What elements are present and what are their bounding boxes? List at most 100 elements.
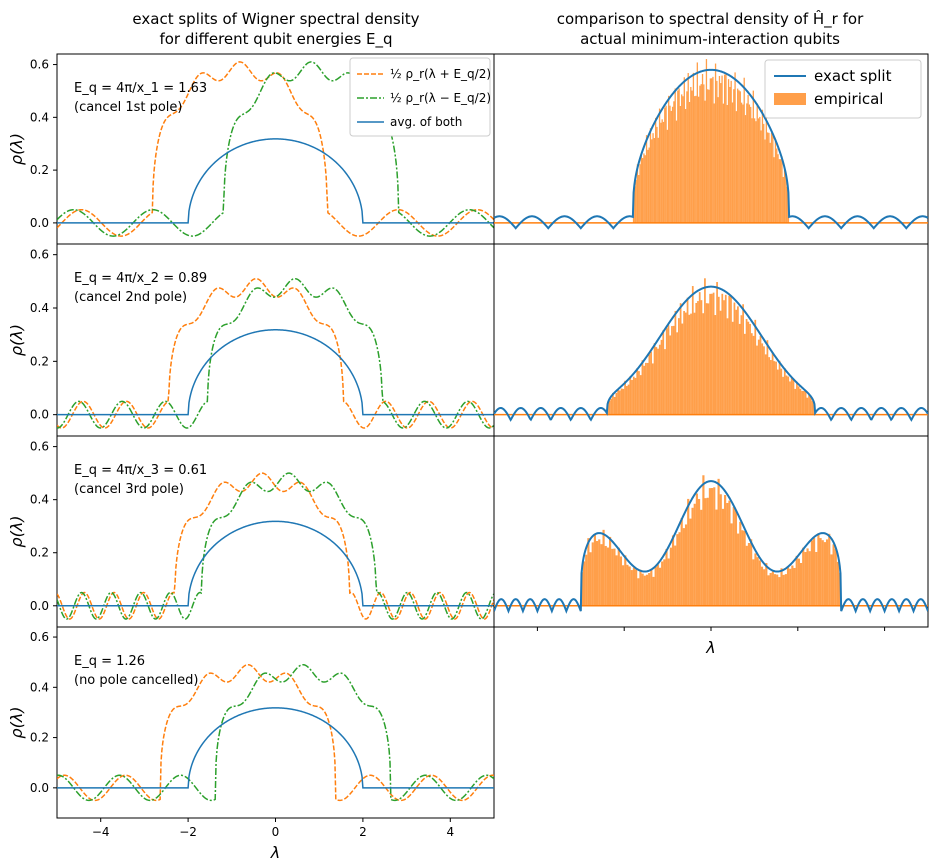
hist-bar bbox=[730, 523, 733, 606]
hist-bar bbox=[656, 126, 658, 223]
hist-bar bbox=[647, 149, 649, 223]
right-panel-1: exact split empirical bbox=[493, 53, 929, 245]
hist-bar bbox=[618, 390, 621, 415]
hist-bar bbox=[808, 551, 811, 606]
hist-bar bbox=[753, 118, 756, 223]
hist-bar bbox=[681, 94, 683, 223]
hist-bar bbox=[626, 564, 629, 606]
hist-bar bbox=[717, 97, 719, 223]
hist-bar bbox=[759, 335, 762, 415]
hist-bar bbox=[638, 371, 640, 415]
hist-bar bbox=[645, 362, 647, 415]
hist-bar bbox=[724, 74, 726, 223]
hist-bar bbox=[684, 312, 687, 415]
y-tick-label: 0.6 bbox=[30, 440, 49, 454]
hist-bar bbox=[776, 574, 779, 606]
hist-bar bbox=[796, 382, 798, 415]
hist-bar bbox=[769, 142, 771, 223]
hist-bar bbox=[804, 390, 807, 415]
hist-bar bbox=[776, 369, 779, 415]
hist-bar bbox=[650, 568, 653, 606]
hist-bar bbox=[808, 394, 810, 415]
hist-bar bbox=[729, 86, 731, 223]
hist-bar bbox=[793, 567, 796, 606]
hist-bar bbox=[645, 574, 649, 606]
hist-bar bbox=[696, 62, 698, 223]
hist-bar bbox=[591, 542, 594, 606]
hist-bar bbox=[721, 293, 724, 415]
hist-bar bbox=[665, 105, 667, 223]
left-panel-2: 0.0 0.2 0.4 0.6 ρ(λ) E_q = 4π/x_2 = 0.89 (canc… bbox=[7, 243, 495, 437]
hist-bar bbox=[763, 569, 766, 606]
hist-bar bbox=[688, 101, 691, 223]
hist-bar bbox=[783, 169, 786, 223]
hist-bar bbox=[712, 76, 714, 223]
hist-bar bbox=[726, 104, 728, 223]
hist-bar bbox=[617, 547, 620, 606]
hist-bar bbox=[669, 335, 672, 415]
hist-bar bbox=[750, 539, 753, 606]
hist-bar bbox=[770, 132, 773, 223]
hist-bar bbox=[782, 376, 784, 415]
hist-bar bbox=[761, 109, 764, 223]
hist-bar bbox=[775, 361, 777, 415]
hist-bar bbox=[740, 315, 743, 415]
hist-bar bbox=[657, 348, 659, 415]
hist-bar bbox=[724, 495, 727, 606]
hist-bar bbox=[664, 107, 666, 223]
hist-bar bbox=[828, 533, 831, 606]
hist-bar bbox=[697, 301, 699, 415]
hist-bar bbox=[598, 539, 601, 606]
hist-bar bbox=[589, 552, 592, 606]
panels: 0.0 0.2 0.4 0.6 ρ(λ) E_q = 4π/x_1 = 1.63 (canc… bbox=[7, 53, 929, 862]
hist-bar bbox=[724, 294, 727, 415]
legend-label: ½ ρ_r(λ + E_q/2) bbox=[390, 67, 491, 81]
hist-bar bbox=[727, 79, 730, 223]
hist-bar bbox=[582, 561, 586, 606]
hist-bar bbox=[630, 570, 633, 606]
hist-bar bbox=[714, 315, 717, 415]
hist-bar bbox=[687, 73, 689, 223]
hist-bar bbox=[763, 123, 765, 223]
hist-bar bbox=[747, 542, 751, 606]
hist-bar bbox=[665, 548, 668, 606]
hist-bar bbox=[634, 186, 636, 223]
hist-bar bbox=[708, 89, 710, 223]
hist-bar bbox=[632, 567, 636, 606]
hist-bar bbox=[695, 95, 697, 223]
hist-bar bbox=[693, 503, 696, 606]
y-tick-label: 0.4 bbox=[30, 301, 49, 315]
hist-bar bbox=[677, 90, 679, 223]
hist-bar bbox=[765, 117, 767, 223]
hist-bar bbox=[587, 538, 590, 606]
hist-bar bbox=[812, 537, 816, 606]
hist-bar bbox=[817, 533, 820, 606]
series-minus-shift bbox=[57, 277, 494, 429]
hist-bar bbox=[691, 507, 694, 606]
y-tick-label: 0.2 bbox=[30, 163, 49, 177]
hist-bar bbox=[653, 138, 656, 223]
hist-bar bbox=[717, 478, 720, 606]
hist-bar bbox=[733, 89, 735, 223]
hist-bar bbox=[730, 80, 732, 223]
hist-bar bbox=[719, 494, 722, 606]
hist-bar bbox=[752, 335, 755, 415]
hist-bar bbox=[697, 499, 701, 606]
hist-bar bbox=[667, 558, 670, 606]
hist-bar bbox=[803, 391, 805, 415]
hist-bar bbox=[678, 88, 680, 223]
hist-bar bbox=[737, 306, 739, 415]
hist-bar bbox=[811, 401, 814, 415]
hist-bar bbox=[769, 573, 772, 606]
y-tick-label: 0.6 bbox=[30, 58, 49, 72]
hist-bar bbox=[654, 566, 657, 606]
hist-bar bbox=[641, 158, 644, 223]
hist-bar bbox=[678, 532, 681, 606]
hist-bar bbox=[750, 106, 752, 223]
hist-bar bbox=[728, 500, 731, 606]
hist-bar bbox=[652, 133, 654, 223]
hist-bar bbox=[830, 554, 833, 606]
hist-bar bbox=[641, 573, 644, 606]
hist-bar bbox=[661, 561, 664, 606]
hist-bar bbox=[665, 328, 668, 415]
